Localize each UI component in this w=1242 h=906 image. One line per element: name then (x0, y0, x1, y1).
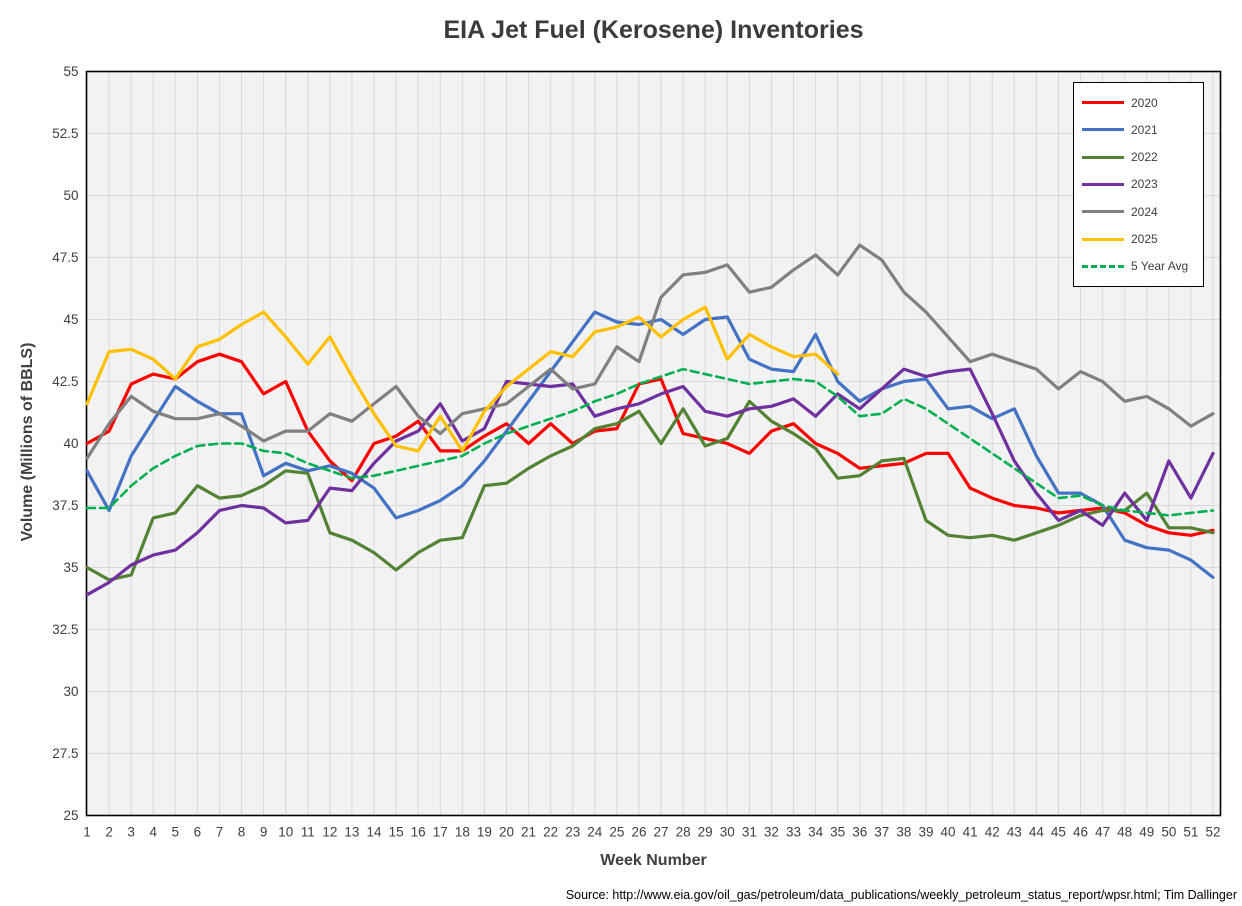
legend-label: 2023 (1131, 177, 1158, 192)
x-tick-label: 13 (344, 825, 359, 840)
y-tick-label: 55 (63, 64, 78, 79)
x-tick-label: 38 (896, 825, 911, 840)
x-tick-label: 28 (676, 825, 691, 840)
x-tick-label: 6 (194, 825, 202, 840)
chart-title: EIA Jet Fuel (Kerosene) Inventories (443, 16, 864, 44)
x-tick-label: 8 (238, 825, 246, 840)
y-tick-label: 45 (63, 312, 78, 327)
x-tick-label: 10 (278, 825, 293, 840)
x-tick-label: 43 (1007, 825, 1022, 840)
legend-line-swatch (1082, 155, 1124, 159)
x-tick-label: 17 (433, 825, 448, 840)
legend-line-swatch (1082, 101, 1124, 105)
y-axis-title: Volume (Millions of BBLS) (19, 342, 36, 542)
x-tick-label: 48 (1117, 825, 1132, 840)
x-tick-label: 41 (963, 825, 978, 840)
y-tick-label: 42.5 (52, 374, 78, 389)
source-note: Source: http://www.eia.gov/oil_gas/petro… (565, 888, 1237, 902)
x-tick-label: 24 (587, 825, 603, 840)
x-tick-label: 35 (830, 825, 845, 840)
x-tick-label: 52 (1205, 825, 1220, 840)
y-tick-label: 27.5 (52, 746, 78, 761)
x-tick-label: 37 (874, 825, 889, 840)
x-tick-label: 44 (1029, 825, 1045, 840)
x-tick-label: 9 (260, 825, 268, 840)
y-tick-label: 40 (63, 436, 78, 451)
series-line-2021 (85, 310, 1215, 579)
x-tick-label: 25 (609, 825, 624, 840)
x-tick-label: 51 (1183, 825, 1198, 840)
x-tick-label: 49 (1139, 825, 1154, 840)
legend-item-2025: 2025 (1082, 232, 1195, 246)
legend-item-2022: 2022 (1082, 150, 1195, 164)
y-tick-label: 47.5 (52, 250, 78, 265)
y-tick-label: 35 (63, 560, 78, 575)
x-tick-label: 36 (852, 825, 867, 840)
x-tick-label: 31 (742, 825, 757, 840)
series-line-2022 (85, 399, 1215, 582)
x-tick-label: 46 (1073, 825, 1088, 840)
x-axis-title: Week Number (600, 852, 707, 869)
y-tick-label: 32.5 (52, 622, 78, 637)
x-tick-label: 1 (83, 825, 91, 840)
y-tick-label: 52.5 (52, 126, 78, 141)
x-tick-label: 22 (543, 825, 558, 840)
x-tick-label: 47 (1095, 825, 1110, 840)
y-tick-label: 25 (63, 808, 78, 823)
x-tick-label: 45 (1051, 825, 1066, 840)
x-tick-label: 12 (322, 825, 337, 840)
series-line-2024 (85, 243, 1215, 460)
x-tick-label: 23 (565, 825, 580, 840)
x-tick-label: 39 (918, 825, 933, 840)
x-tick-label: 14 (367, 825, 383, 840)
legend-line-swatch (1082, 128, 1124, 132)
x-tick-label: 32 (764, 825, 779, 840)
legend-line-swatch (1082, 264, 1124, 268)
legend-line-swatch (1082, 237, 1124, 241)
y-tick-label: 50 (63, 188, 78, 203)
series-line-2020 (85, 352, 1215, 537)
series-line-5-year-avg (85, 367, 1215, 517)
legend-label: 2021 (1131, 122, 1158, 137)
x-tick-label: 42 (985, 825, 1000, 840)
y-tick-label: 30 (63, 684, 78, 699)
x-tick-label: 26 (631, 825, 646, 840)
x-tick-label: 11 (301, 825, 315, 840)
x-tick-label: 20 (499, 825, 514, 840)
series-line-2025 (85, 305, 840, 453)
x-tick-label: 5 (172, 825, 180, 840)
x-tick-label: 18 (455, 825, 470, 840)
x-tick-label: 29 (698, 825, 713, 840)
legend-item-2023: 2023 (1082, 177, 1195, 191)
legend: 2020 2021 2022 2023 2024 2025 5 Year Avg (1073, 82, 1204, 287)
x-tick-label: 50 (1161, 825, 1176, 840)
x-tick-label: 27 (654, 825, 669, 840)
legend-item-5-year-avg: 5 Year Avg (1082, 259, 1195, 273)
x-tick-label: 34 (808, 825, 824, 840)
legend-item-2020: 2020 (1082, 96, 1195, 110)
legend-label: 2024 (1131, 204, 1158, 219)
legend-label: 2025 (1131, 232, 1158, 247)
x-tick-label: 19 (477, 825, 492, 840)
x-tick-label: 4 (149, 825, 157, 840)
legend-label: 2020 (1131, 95, 1158, 110)
x-tick-label: 40 (941, 825, 956, 840)
x-tick-label: 2 (105, 825, 113, 840)
legend-line-swatch (1082, 182, 1124, 186)
legend-line-swatch (1082, 210, 1124, 214)
x-tick-label: 33 (786, 825, 801, 840)
legend-item-2021: 2021 (1082, 123, 1195, 137)
x-tick-label: 21 (521, 825, 536, 840)
legend-label: 5 Year Avg (1131, 259, 1189, 274)
legend-item-2024: 2024 (1082, 205, 1195, 219)
y-tick-label: 37.5 (52, 498, 78, 513)
x-tick-label: 7 (216, 825, 224, 840)
x-tick-label: 30 (720, 825, 735, 840)
x-tick-label: 15 (389, 825, 404, 840)
legend-label: 2022 (1131, 150, 1158, 165)
x-tick-label: 16 (411, 825, 426, 840)
x-tick-label: 3 (127, 825, 135, 840)
